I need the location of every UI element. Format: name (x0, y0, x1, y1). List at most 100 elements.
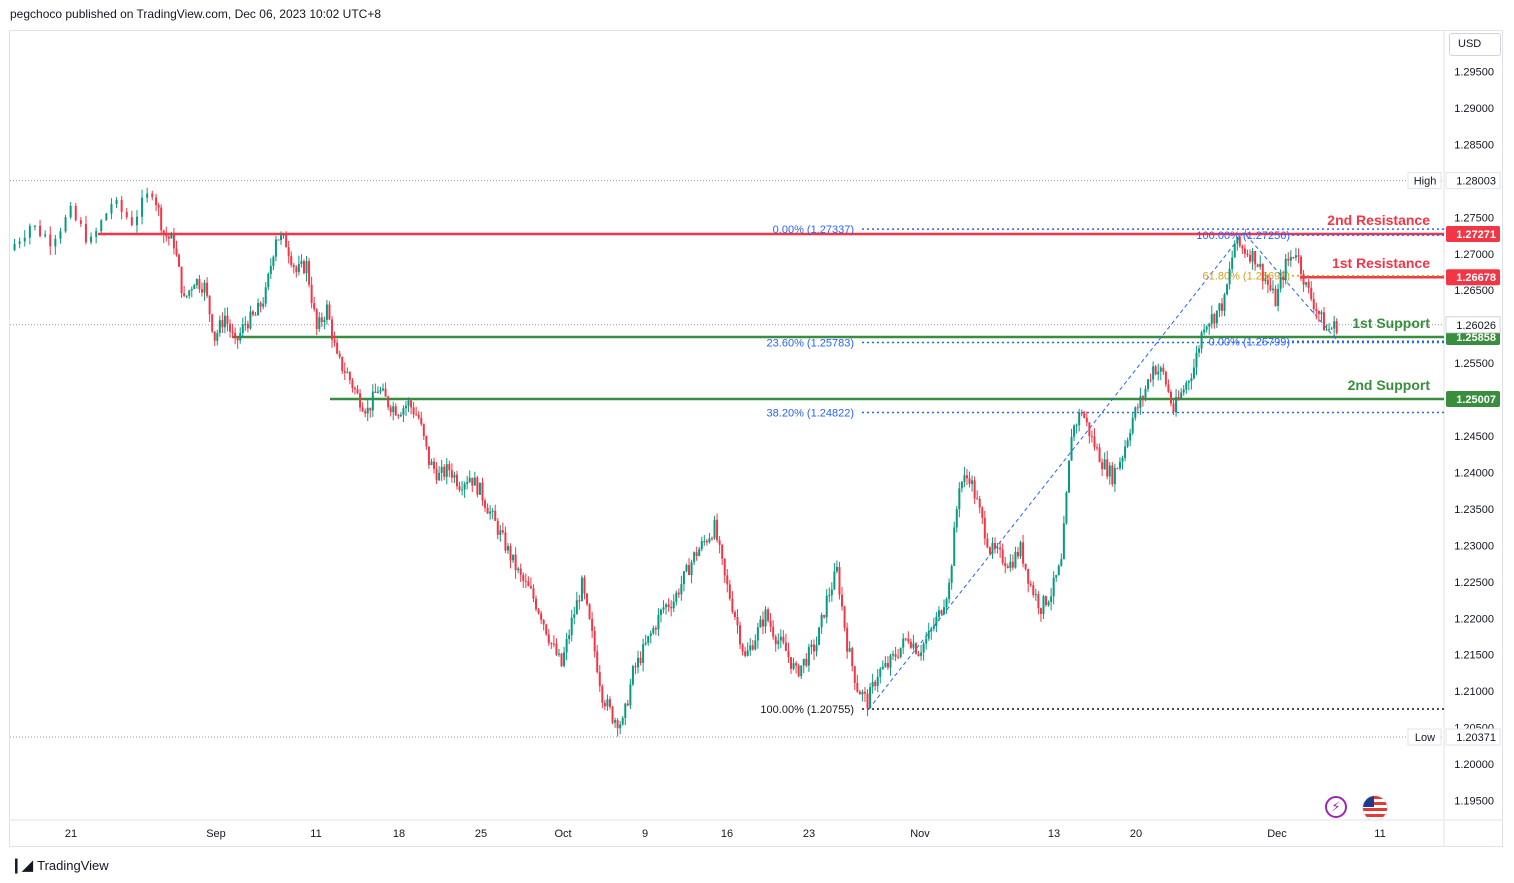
candle-body (925, 638, 928, 644)
candle-body (733, 611, 736, 618)
candle-body (695, 552, 698, 557)
candle-body (1322, 312, 1325, 331)
candle-body (1200, 332, 1203, 349)
candle-body (1111, 465, 1114, 485)
candle-body (1032, 585, 1035, 595)
candle-body (1305, 282, 1308, 285)
candle-body (930, 628, 933, 632)
candle-body (904, 638, 907, 640)
candle-body (473, 477, 476, 486)
candle-body (1098, 447, 1101, 463)
low-price-text: 1.20371 (1456, 732, 1496, 744)
level-price-tag (1446, 269, 1500, 286)
candle-body (716, 519, 719, 541)
candle-body (601, 686, 604, 703)
candle-body (455, 474, 458, 487)
candle-body (731, 598, 734, 612)
candle-body (13, 243, 16, 251)
candle-body (1256, 264, 1259, 267)
candle-body (155, 197, 158, 206)
time-tick-label: 21 (65, 828, 77, 840)
candle-body (700, 541, 703, 550)
candle-body (90, 236, 93, 243)
candle-body (1261, 263, 1264, 282)
candle-body (1310, 287, 1313, 300)
candle-body (1294, 255, 1297, 258)
candle-body (968, 478, 971, 484)
candle-body (211, 314, 214, 332)
low-label-box (1407, 728, 1442, 746)
candle-body (784, 642, 787, 651)
recent-fib-label: 61.80% (1.26699) (1203, 271, 1290, 283)
candle-body (611, 706, 614, 723)
candle-body (790, 657, 793, 669)
candle-body (1096, 447, 1099, 449)
price-tick-label: 1.29500 (1454, 67, 1494, 79)
candle-body (621, 717, 624, 725)
candle-body (84, 223, 87, 243)
candle-body (943, 607, 946, 615)
candle-body (1177, 397, 1180, 399)
fib-level-label: 0.00% (1.27337) (773, 224, 854, 236)
candle-body (1271, 288, 1274, 291)
candle-body (805, 658, 808, 666)
candle-body (151, 193, 154, 198)
candle-body (481, 482, 484, 501)
candle-body (1042, 596, 1045, 614)
candle-body (1070, 436, 1073, 461)
candle-body (897, 656, 900, 658)
candle-body (438, 472, 441, 481)
candle-body (74, 205, 77, 221)
price-tick-label: 1.25500 (1454, 358, 1494, 370)
candle-body (195, 279, 198, 286)
candle-body (23, 237, 26, 242)
time-tick-label: 13 (1048, 828, 1060, 840)
candle-body (688, 565, 691, 575)
candle-body (1101, 462, 1104, 470)
candle-body (983, 517, 986, 539)
candle-body (976, 498, 979, 500)
resistance-label: 2nd Resistance (1327, 212, 1430, 228)
candle-body (769, 620, 772, 627)
candle-body (1236, 236, 1239, 244)
price-tick-label: 1.27500 (1454, 212, 1494, 224)
candle-body (1093, 436, 1096, 448)
candle-body (1164, 371, 1167, 385)
candle-body (955, 509, 958, 528)
candle-body (359, 393, 362, 408)
candle-body (807, 647, 810, 666)
candle-body (1220, 303, 1223, 311)
candle-body (206, 282, 209, 296)
chart-panel[interactable] (9, 30, 1503, 847)
lightning-icon[interactable]: ⚡ (1325, 796, 1347, 818)
candle-body (290, 256, 293, 265)
level-price-text: 1.25007 (1456, 394, 1496, 406)
candle-body (825, 595, 828, 618)
candle-body (272, 256, 275, 267)
candle-body (28, 226, 31, 238)
candle-body (506, 546, 509, 551)
candle-body (937, 610, 940, 617)
us-flag-icon[interactable] (1362, 795, 1388, 821)
candle-body (110, 204, 113, 214)
candle-body (698, 549, 701, 557)
tradingview-logo[interactable]: ❙◢ TradingView (10, 856, 109, 874)
candle-body (415, 414, 418, 416)
candle-body (1147, 379, 1150, 389)
candle-body (1210, 314, 1213, 324)
candle-body (305, 261, 308, 274)
candle-body (986, 538, 989, 548)
candle-body (162, 230, 165, 235)
currency-selector[interactable]: USD (1449, 33, 1501, 56)
candle-body (608, 699, 611, 707)
candle-body (1269, 284, 1272, 291)
candle-body (1118, 461, 1121, 469)
candle-body (461, 489, 464, 491)
candle-body (1050, 596, 1053, 603)
candle-body (537, 609, 540, 614)
candle-body (295, 267, 298, 273)
candle-body (221, 320, 224, 328)
candle-body (1022, 542, 1025, 564)
price-tick-label: 1.29000 (1454, 103, 1494, 115)
